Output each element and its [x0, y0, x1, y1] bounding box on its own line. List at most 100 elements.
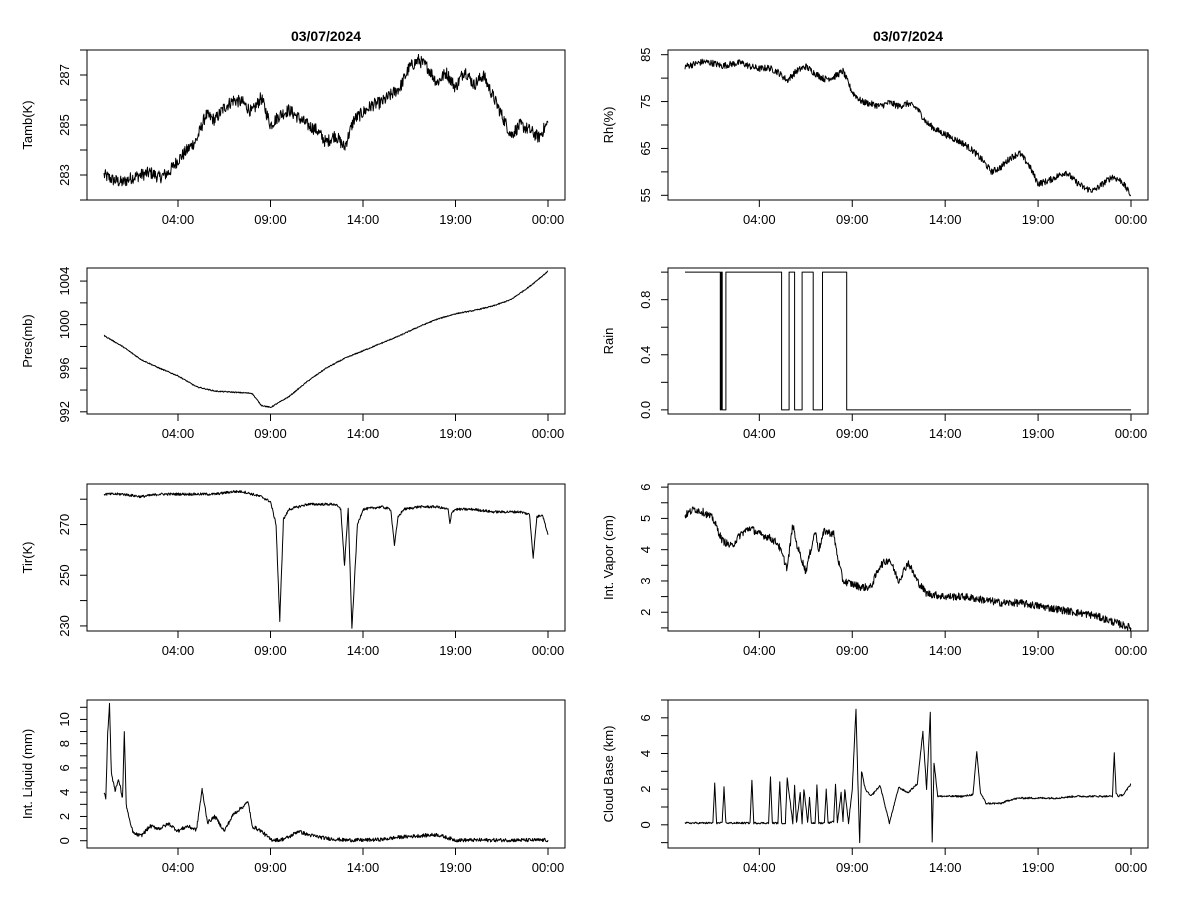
y-axis-label: Tamb(K) [20, 100, 35, 149]
y-tick-label: 10 [57, 712, 72, 726]
series-line [103, 702, 549, 843]
x-tick-label: 00:00 [1115, 426, 1148, 441]
series-line [684, 708, 1132, 844]
x-tick-label: 19:00 [439, 426, 472, 441]
x-tick-label: 04:00 [743, 860, 776, 875]
y-axis-label: Pres(mb) [20, 314, 35, 367]
chart-rh: 03/07/2024 Rh(%) 04:00 09:00 14:00 19:00 00:00… [601, 28, 1149, 227]
x-tick-label: 04:00 [162, 426, 195, 441]
y-axis-label: Cloud Base (km) [601, 726, 616, 823]
y-axis-label: Int. Liquid (mm) [20, 729, 35, 819]
x-tick-label: 09:00 [254, 426, 287, 441]
y-tick-label: 75 [638, 94, 653, 108]
chart-pres: Pres(mb) 04:00 09:00 14:00 19:00 00:00 992 996 1… [20, 267, 566, 441]
chart-title: 03/07/2024 [291, 28, 361, 44]
chart-cloudbase: Cloud Base (km) 04:00 09:00 14:00 19:00 00:00… [601, 699, 1149, 875]
x-tick-label: 04:00 [743, 212, 776, 227]
chart-title: 03/07/2024 [873, 28, 943, 44]
y-axis-label: Rh(%) [601, 107, 616, 144]
x-tick-label: 19:00 [439, 212, 472, 227]
x-tick-label: 19:00 [1022, 426, 1055, 441]
series-line [103, 270, 549, 408]
y-tick-label: 0 [638, 821, 653, 828]
y-tick-label: 1000 [57, 310, 72, 339]
y-tick-label: 6 [57, 764, 72, 771]
y-tick-label: 996 [57, 357, 72, 379]
y-tick-label: 5 [638, 515, 653, 522]
series-line [684, 506, 1132, 632]
x-tick-label: 14:00 [347, 860, 380, 875]
chart-tir: Tir(K) 04:00 09:00 14:00 19:00 00:00 230 250 270 [20, 483, 566, 658]
x-tick-label: 09:00 [254, 212, 287, 227]
series-line [684, 58, 1132, 197]
chart-rain: Rain 04:00 09:00 14:00 19:00 00:00 0.0 0.4 0.8 [601, 267, 1149, 441]
x-tick-label: 14:00 [347, 426, 380, 441]
y-tick-label: 55 [638, 188, 653, 202]
x-tick-label: 19:00 [439, 643, 472, 658]
x-tick-label: 04:00 [162, 643, 195, 658]
x-tick-label: 14:00 [929, 212, 962, 227]
y-tick-label: 287 [57, 64, 72, 86]
x-tick-label: 00:00 [532, 426, 565, 441]
x-tick-label: 00:00 [1115, 212, 1148, 227]
y-tick-label: 65 [638, 141, 653, 155]
x-tick-label: 00:00 [1115, 860, 1148, 875]
x-tick-label: 04:00 [743, 643, 776, 658]
y-tick-label: 0.4 [638, 346, 653, 364]
y-tick-label: 2 [638, 786, 653, 793]
x-tick-label: 14:00 [929, 643, 962, 658]
x-tick-label: 19:00 [1022, 643, 1055, 658]
x-tick-label: 00:00 [532, 643, 565, 658]
y-axis-label: Rain [601, 328, 616, 355]
x-tick-label: 09:00 [836, 212, 869, 227]
y-tick-label: 85 [638, 47, 653, 61]
x-tick-label: 14:00 [929, 426, 962, 441]
y-tick-label: 1004 [57, 267, 72, 296]
y-tick-label: 4 [57, 789, 72, 796]
x-tick-label: 00:00 [532, 860, 565, 875]
x-tick-label: 09:00 [836, 860, 869, 875]
plot-frame [86, 699, 566, 849]
y-tick-label: 2 [638, 609, 653, 616]
x-tick-label: 14:00 [347, 643, 380, 658]
y-tick-label: 4 [638, 546, 653, 553]
x-tick-label: 14:00 [929, 860, 962, 875]
y-tick-label: 250 [57, 564, 72, 586]
chart-liquid: Int. Liquid (mm) 04:00 09:00 14:00 19:00 00:0… [20, 699, 566, 875]
x-tick-label: 19:00 [1022, 860, 1055, 875]
y-tick-label: 6 [638, 714, 653, 721]
y-tick-label: 0.0 [638, 401, 653, 419]
y-tick-label: 3 [638, 577, 653, 584]
x-tick-label: 04:00 [743, 426, 776, 441]
chart-tamb: 03/07/2024 Tamb(K) 04:00 09:00 14:00 19:00 00:… [20, 28, 566, 227]
x-tick-label: 19:00 [1022, 212, 1055, 227]
x-tick-label: 09:00 [254, 643, 287, 658]
y-tick-label: 992 [57, 401, 72, 423]
series-line [685, 271, 1131, 411]
plot-frame [667, 699, 1149, 849]
y-axis-label: Tir(K) [20, 541, 35, 573]
x-tick-label: 14:00 [347, 212, 380, 227]
x-tick-label: 09:00 [836, 643, 869, 658]
y-tick-label: 2 [57, 813, 72, 820]
series-line [103, 490, 549, 629]
y-axis-label: Int. Vapor (cm) [601, 515, 616, 600]
chart-vapor: Int. Vapor (cm) 04:00 09:00 14:00 19:00 00:00… [601, 483, 1149, 658]
plot-frame [667, 267, 1149, 415]
y-tick-label: 8 [57, 740, 72, 747]
x-tick-label: 09:00 [254, 860, 287, 875]
x-tick-label: 09:00 [836, 426, 869, 441]
y-tick-label: 0 [57, 837, 72, 844]
y-tick-label: 230 [57, 615, 72, 637]
x-tick-label: 00:00 [532, 212, 565, 227]
y-tick-label: 285 [57, 114, 72, 136]
y-tick-label: 270 [57, 514, 72, 536]
y-tick-label: 0.8 [638, 291, 653, 309]
y-tick-label: 4 [638, 750, 653, 757]
y-tick-label: 6 [638, 484, 653, 491]
x-tick-label: 04:00 [162, 860, 195, 875]
plot-frame [86, 483, 566, 632]
x-tick-label: 00:00 [1115, 643, 1148, 658]
plot-frame [667, 483, 1149, 632]
